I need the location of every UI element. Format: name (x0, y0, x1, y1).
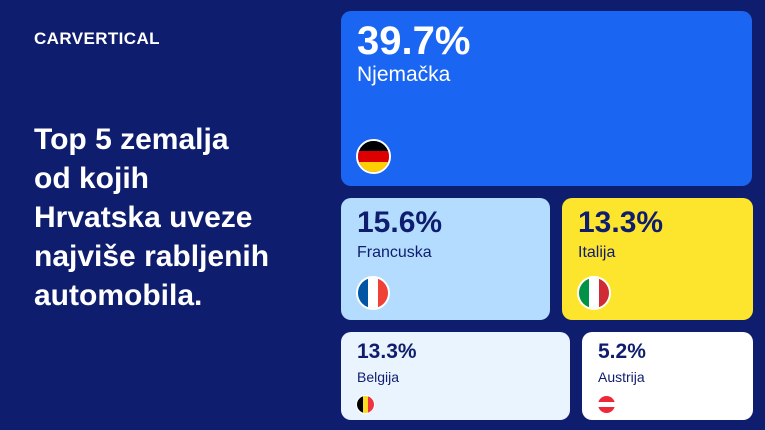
flag-stripe (598, 396, 615, 402)
flag-stripe (368, 396, 374, 413)
country-name: Francuska (357, 244, 432, 261)
headline-line: Hrvatska uveze (34, 201, 253, 234)
flag-icon (577, 276, 611, 310)
country-tile: 13.3% Belgija (341, 332, 570, 420)
flag-stripe (599, 278, 609, 308)
country-name: Italija (578, 244, 616, 261)
country-name: Njemačka (357, 63, 451, 86)
country-name: Belgija (357, 369, 400, 385)
carvertical-logo: CARVERTICAL (34, 29, 160, 48)
flag-icon (597, 395, 616, 414)
flag-stripe (362, 396, 369, 413)
flag-stripe (579, 278, 589, 308)
share-value: 13.3% (357, 340, 417, 363)
country-tile: 15.6% Francuska (341, 198, 550, 320)
share-value: 15.6% (357, 206, 443, 239)
flag-icon (356, 139, 391, 174)
headline-line: automobila. (34, 279, 203, 312)
flag-stripe (357, 396, 363, 413)
country-tile: 39.7% Njemačka (341, 11, 752, 186)
share-value: 39.7% (357, 19, 471, 63)
country-name: Austrija (598, 369, 645, 385)
country-tile: 5.2% Austrija (582, 332, 753, 420)
flag-stripe (378, 278, 388, 308)
flag-icon (356, 395, 375, 414)
headline-line: od kojih (34, 162, 149, 195)
flag-stripe (358, 151, 389, 162)
headline-line: Top 5 zemalja (34, 123, 229, 156)
flag-stripe (358, 278, 368, 308)
flag-stripe (589, 278, 599, 308)
share-value: 13.3% (578, 206, 664, 239)
flag-stripe (598, 407, 615, 413)
headline-line: najviše rabljenih (34, 240, 270, 273)
share-value: 5.2% (598, 340, 646, 363)
flag-icon (356, 276, 390, 310)
flag-stripe (358, 161, 389, 172)
flag-stripe (368, 278, 378, 308)
headline: Top 5 zemalja od kojih Hrvatska uveze na… (34, 120, 324, 315)
country-tile: 13.3% Italija (562, 198, 753, 320)
flag-stripe (598, 401, 615, 408)
flag-stripe (358, 141, 389, 152)
